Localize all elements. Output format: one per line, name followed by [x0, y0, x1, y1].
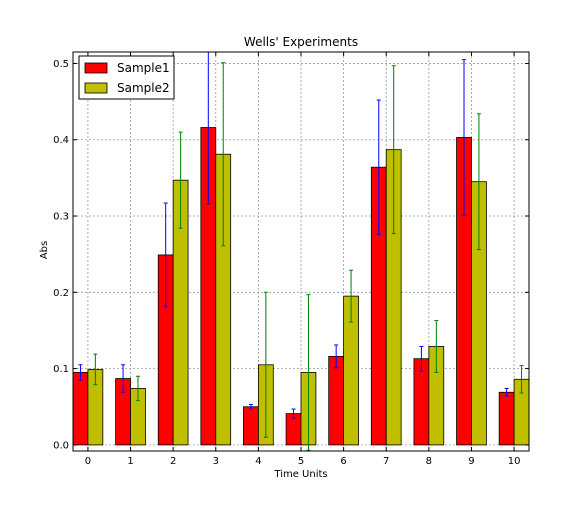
x-axis-label: Time Units: [273, 469, 327, 480]
y-axis-label: Abs: [39, 241, 50, 259]
bar-sample1: [413, 358, 430, 446]
legend-label-sample2: Sample2: [117, 81, 170, 95]
bar-sample1: [243, 406, 259, 446]
x-tick-label: 7: [383, 456, 389, 467]
bars: [72, 127, 530, 446]
bar-sample1: [72, 372, 89, 446]
x-tick-label: 4: [255, 456, 261, 467]
x-tick-label: 9: [468, 456, 474, 467]
y-tick-label: 0.5: [53, 59, 69, 70]
legend-swatch-sample1: [84, 62, 108, 74]
y-tick-label: 0.2: [53, 288, 69, 299]
x-tick-label: 10: [508, 456, 521, 467]
error-bars: [78, 52, 524, 451]
x-tick-label: 0: [85, 456, 91, 467]
x-tick-label: 5: [298, 456, 304, 467]
x-tick-label: 6: [340, 456, 346, 467]
x-tick-label: 8: [426, 456, 432, 467]
y-tick-label: 0.4: [53, 135, 69, 146]
legend-label-sample1: Sample1: [117, 61, 170, 75]
bar-sample1: [498, 391, 515, 446]
legend: Sample1 Sample2: [78, 55, 175, 100]
y-tick-label: 0.3: [53, 212, 69, 223]
x-tick-label: 3: [213, 456, 219, 467]
x-tick-label: 2: [170, 456, 176, 467]
axis-ticks: 0.0 0.1 0.2 0.3 0.4 0.5 0 1 2 3 4 5 6 7 8 9 10: [53, 52, 529, 467]
chart-title: Wells' Experiments: [244, 35, 358, 49]
legend-swatch-sample2: [84, 82, 108, 94]
x-tick-label: 1: [127, 456, 133, 467]
y-tick-label: 0.0: [53, 440, 69, 451]
y-tick-label: 0.1: [53, 364, 69, 375]
bar-sample1: [328, 355, 345, 446]
